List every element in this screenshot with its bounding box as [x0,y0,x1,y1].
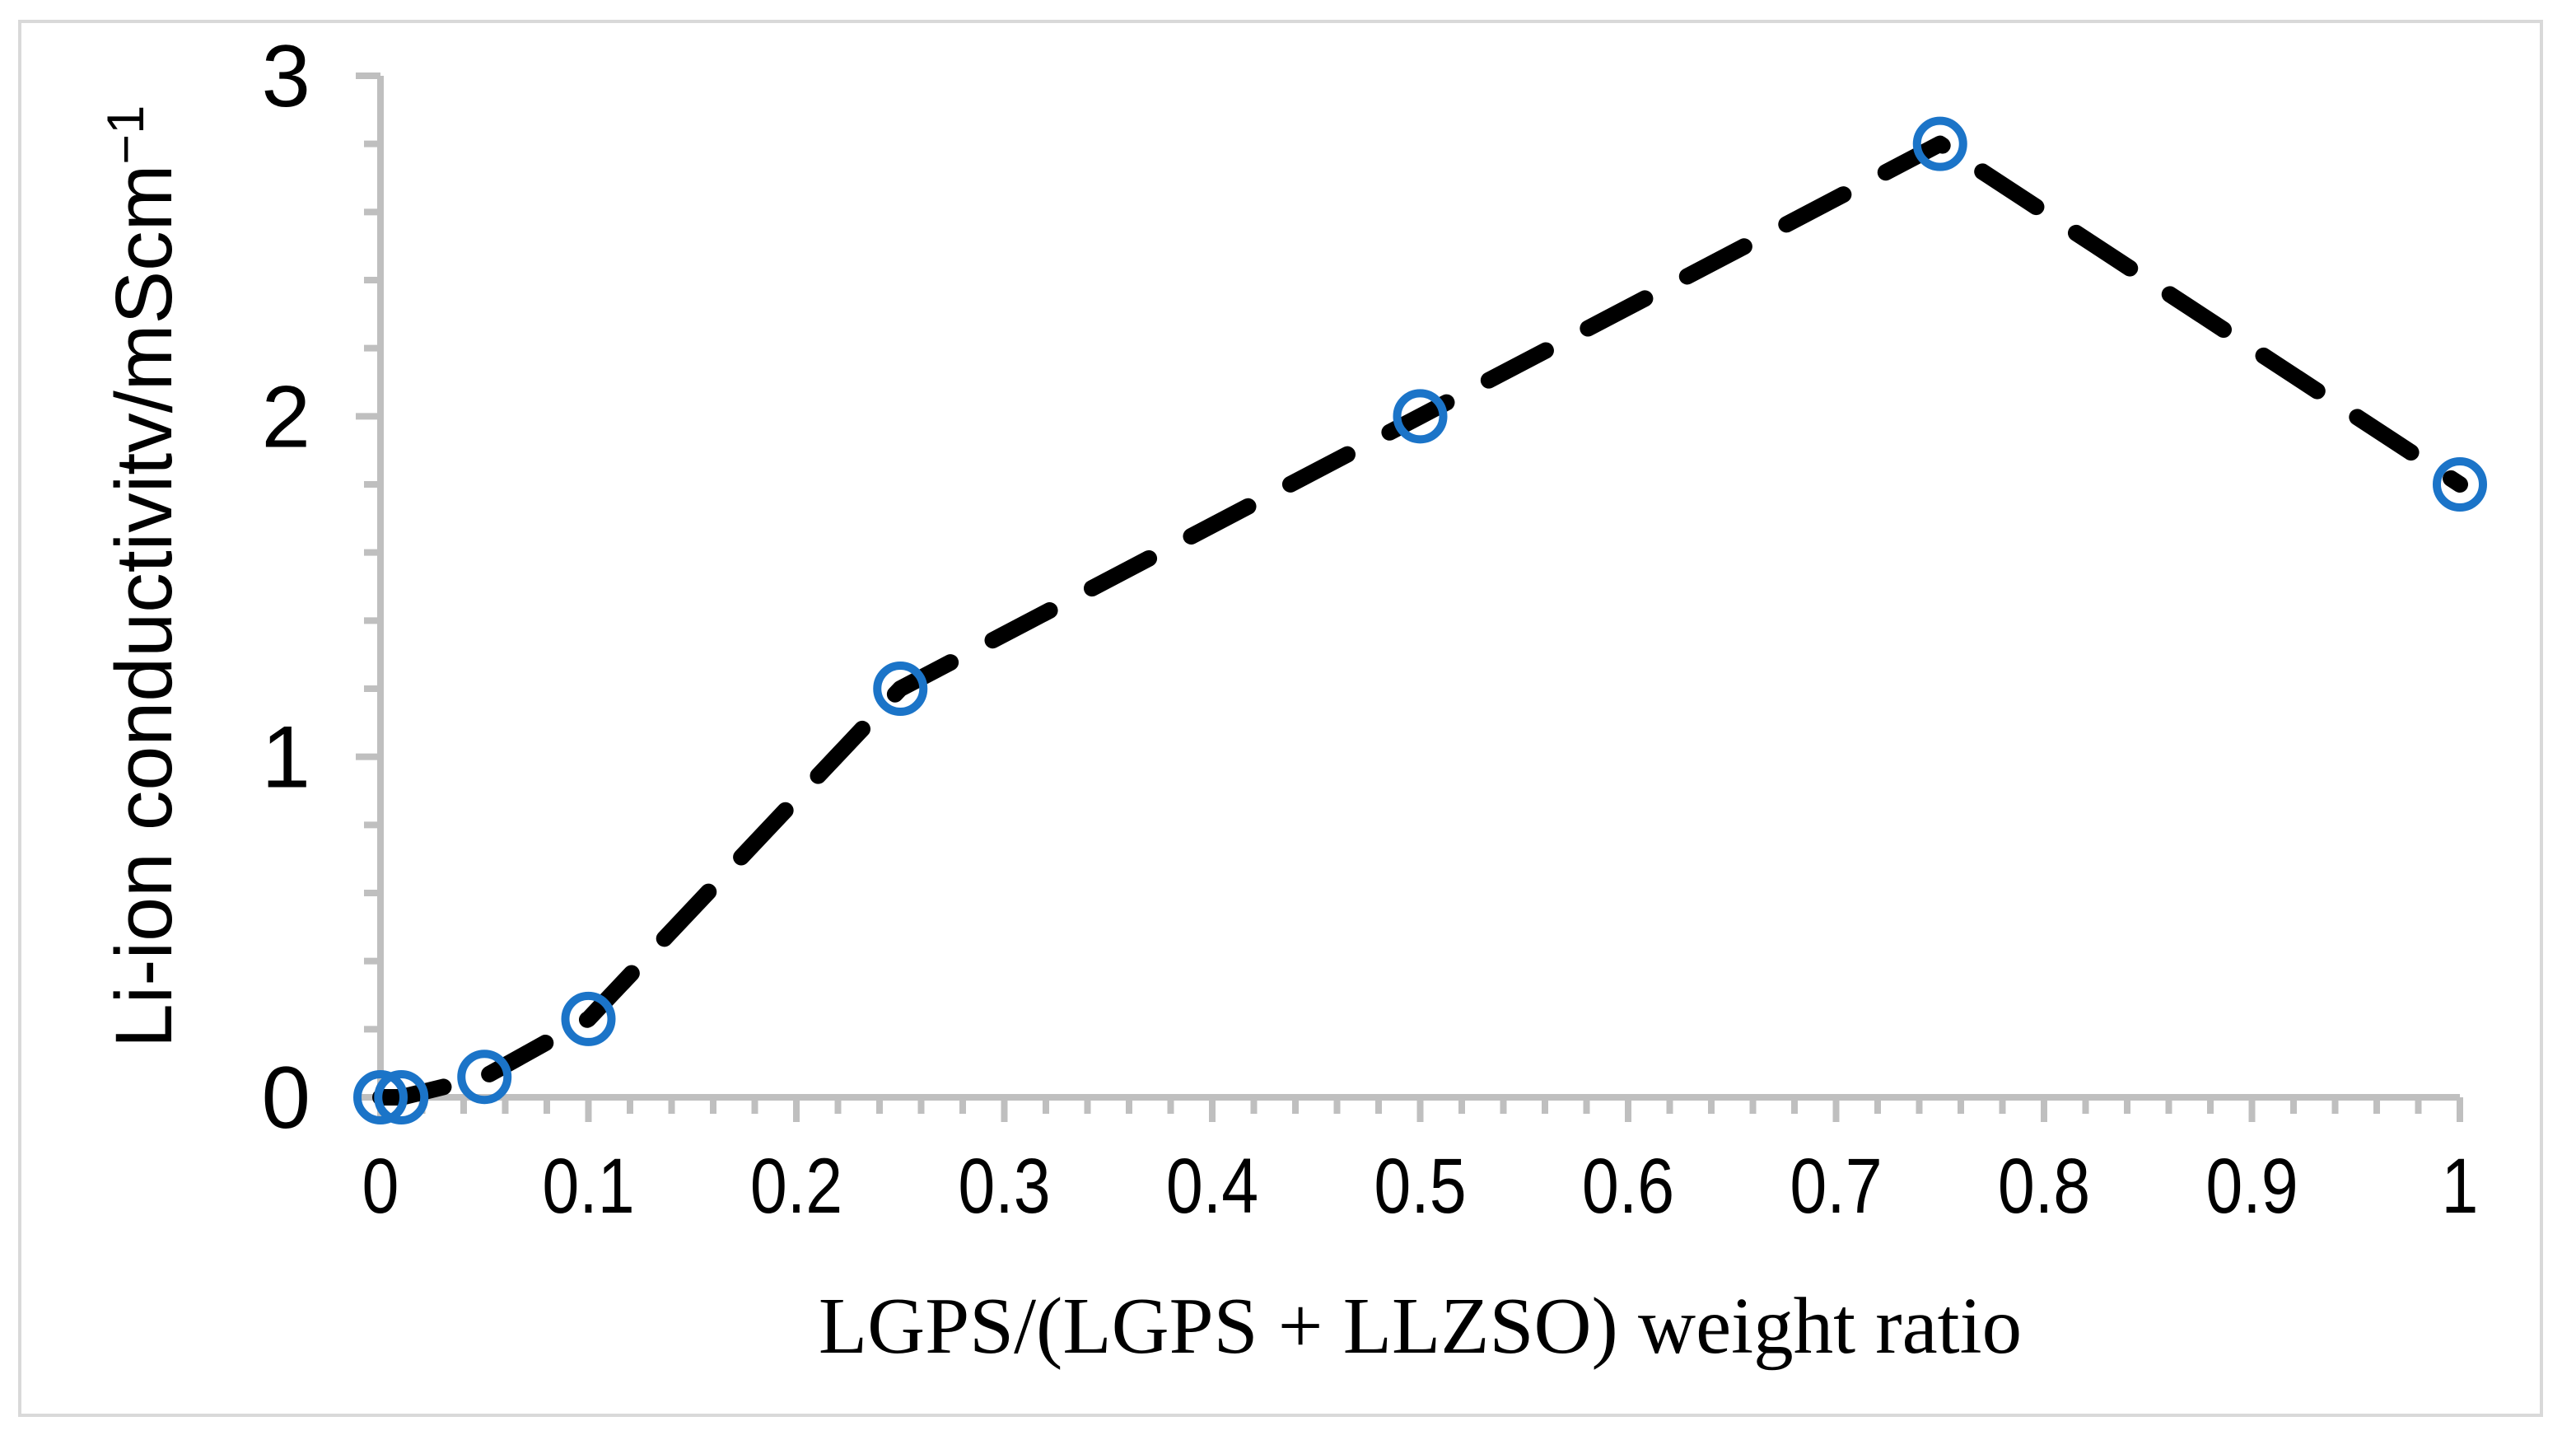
x-tick-label: 0.2 [750,1142,842,1230]
x-tick-label: 0.9 [2205,1142,2298,1230]
x-tick-label: 0.7 [1790,1142,1882,1230]
y-tick-label: 1 [261,708,310,806]
data-point-marker [374,1070,429,1124]
x-tick-label: 1 [2442,1142,2479,1230]
data-point-marker [1912,116,1967,171]
y-tick-labels: 0 1 2 3 [261,26,310,1147]
series-markers [353,116,2487,1124]
x-tick-labels: 0 0.1 0.2 0.3 0.4 0.5 0.6 0.7 0.8 0.9 1 [362,1142,2479,1230]
y-axis-title: Li-ion conductivitv/mScm−1 [97,105,189,1049]
x-tick-label: 0.6 [1582,1142,1674,1230]
data-point-marker [353,1070,408,1124]
data-point-marker [1393,389,1448,444]
x-tick-label: 0 [362,1142,399,1230]
data-point-marker [561,991,616,1046]
data-point-marker [873,662,928,716]
y-tick-label: 0 [261,1048,310,1147]
x-tick-label: 0.1 [542,1142,634,1230]
y-tick-label: 3 [261,26,310,125]
series-dashed-line [372,135,2468,1106]
x-tick-label: 0.4 [1166,1142,1258,1230]
x-tick-label: 0.8 [1998,1142,2090,1230]
data-point-marker [457,1050,512,1105]
data-point-marker [2433,457,2487,512]
axes [356,72,2463,1122]
x-tick-label: 0.3 [958,1142,1050,1230]
x-tick-label: 0.5 [1374,1142,1466,1230]
x-axis-title: LGPS/(LGPS + LLZSO) weight ratio [819,1282,2022,1370]
figure-border [18,20,2543,1417]
y-tick-label: 2 [261,367,310,465]
